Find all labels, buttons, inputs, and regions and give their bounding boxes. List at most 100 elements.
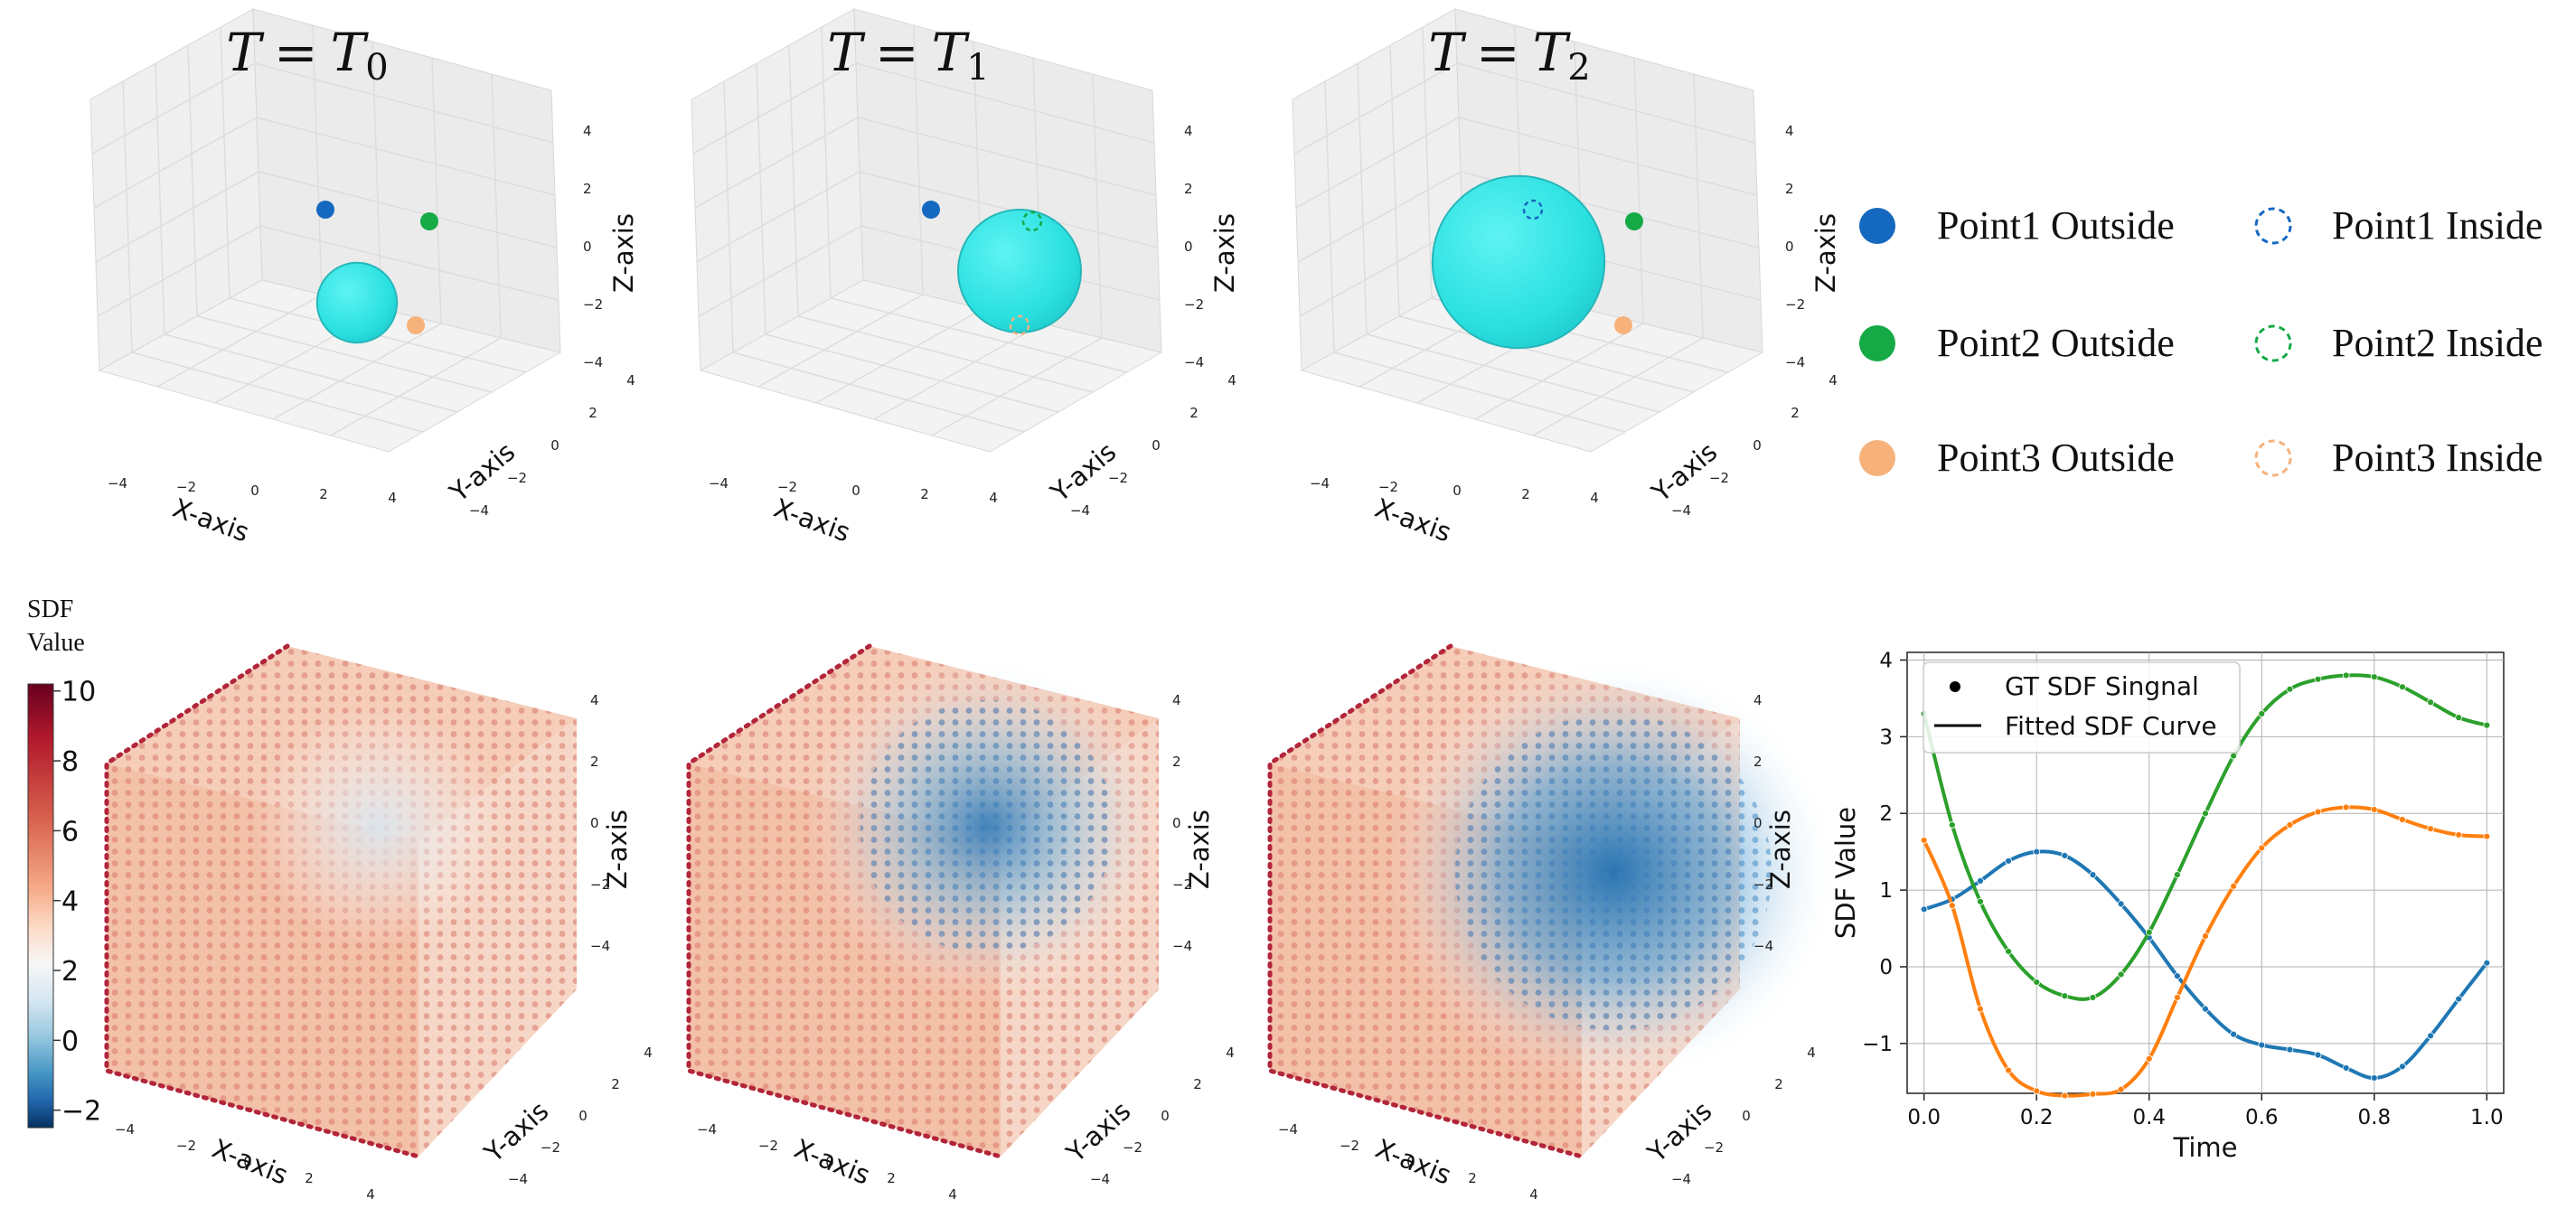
z-axis-label: Z-axis	[602, 810, 633, 889]
chart-y-label: SDF Value	[1830, 807, 1861, 939]
series-point	[2202, 810, 2209, 818]
y-tick-label: −1	[1862, 1033, 1893, 1056]
y-tick-label: 4	[1879, 649, 1893, 672]
series-point	[2370, 673, 2378, 681]
series-point	[2483, 959, 2491, 967]
y-tick-label: 0	[1152, 437, 1161, 454]
x-tick-label: 0	[825, 1154, 834, 1170]
series-point	[2427, 825, 2434, 833]
y-tick-label: 2	[1879, 802, 1893, 826]
y-tick-label: −2	[541, 1139, 560, 1156]
x-tick-label: 0.0	[1907, 1106, 1941, 1129]
grid-line	[1458, 117, 1758, 196]
title-sub: 0	[365, 47, 388, 89]
series-point	[2117, 970, 2125, 979]
series-point	[2061, 1092, 2069, 1100]
y-tick-label: 2	[1193, 1076, 1202, 1092]
grid-line	[1633, 57, 1644, 324]
z-tick-label: 0	[583, 239, 592, 255]
series-point	[2033, 848, 2041, 856]
series-point	[2399, 1063, 2406, 1071]
grid-line	[272, 323, 442, 420]
point1-inside-marker	[1522, 199, 1544, 220]
legend-label-inside-2: Point2 Inside	[2332, 321, 2543, 365]
point3-inside-marker	[1009, 314, 1030, 336]
y-tick-label: 4	[644, 1045, 653, 1061]
z-tick-label: 4	[1753, 692, 1763, 708]
grid-line	[765, 333, 1059, 413]
x-tick-label: 1.0	[2470, 1106, 2504, 1129]
legend-marker-outside-1	[1859, 208, 1895, 244]
z-tick-label: 2	[1753, 754, 1763, 770]
z-tick-label: 4	[1172, 692, 1181, 708]
series-point	[2117, 900, 2125, 908]
x-tick-label: 4	[948, 1186, 957, 1203]
grid-line	[857, 117, 1157, 196]
grid-line	[1324, 80, 1335, 353]
z-tick-label: 0	[1172, 815, 1181, 831]
grid-line	[1366, 333, 1660, 413]
y-tick-label: 4	[1226, 1045, 1235, 1061]
point2-inside-marker	[1021, 211, 1043, 232]
y-tick-label: 0	[1742, 1108, 1751, 1124]
series-point	[2286, 1045, 2294, 1054]
y-tick-label: −2	[1709, 470, 1729, 486]
colorbar-tick-label: 4	[61, 886, 79, 918]
x-tick-label: −4	[709, 475, 729, 492]
legend-label-outside-3: Point3 Outside	[1937, 436, 2175, 480]
grid-line	[788, 44, 799, 317]
grid-line	[93, 117, 258, 209]
series-point	[2258, 1041, 2266, 1049]
z-tick-label: −2	[1172, 876, 1192, 893]
x-axis-label: X-axis	[1371, 1133, 1455, 1191]
panel-3d-top-0: −4 −2 0 2 4−4−2024420−2−4X-axisY-axisZ-axisT…	[89, 8, 639, 548]
y-tick-label: 4	[1807, 1045, 1816, 1061]
grid-line	[254, 62, 554, 144]
z-axis-label: Z-axis	[1184, 810, 1215, 889]
series-point	[2399, 683, 2406, 691]
x-tick-label: −4	[697, 1121, 717, 1138]
series-point	[2342, 803, 2350, 811]
x-tick-label: 0.2	[2020, 1106, 2054, 1129]
legend-marker-inside-3	[2254, 439, 2292, 477]
grid-line	[259, 225, 559, 301]
series-point	[1977, 1005, 1984, 1013]
series-point	[2342, 671, 2350, 679]
sdf-negative-dots	[860, 700, 1114, 953]
x-tick-label: −4	[108, 475, 127, 492]
grid-line	[815, 308, 983, 404]
x-tick-label: −4	[115, 1121, 135, 1138]
z-axis-label: Z-axis	[608, 213, 639, 293]
panel-sdf-2: −4 −4 4 −2 −2 2 0 0 0 2 2 −2 4 4 −4 X-axis Y-axis Z-axis	[1267, 643, 1839, 1203]
z-tick-label: −4	[1753, 938, 1773, 954]
grid-line	[859, 171, 1159, 248]
colorbar-title-line2: Value	[27, 629, 85, 657]
grid-line	[1333, 351, 1626, 433]
cube-edge	[1267, 643, 1584, 1159]
grid-line	[830, 297, 1128, 373]
title-lhs: T	[827, 22, 866, 83]
grid-line	[97, 225, 261, 317]
grid-line	[1092, 73, 1103, 339]
x-tick-label: −4	[1310, 475, 1330, 492]
z-tick-label: −2	[1785, 296, 1805, 313]
point3-outside-marker	[1614, 316, 1632, 334]
y-axis-label: Y-axis	[1641, 1095, 1717, 1168]
series-point	[2399, 816, 2406, 823]
grid-line	[756, 62, 766, 335]
y-axis-label: Y-axis	[477, 1095, 554, 1168]
series-point	[2033, 979, 2041, 986]
grid-line	[723, 80, 734, 353]
colorbar-tick-label: 10	[61, 677, 96, 708]
grid-line	[122, 80, 133, 353]
grid-line	[1389, 44, 1400, 317]
x-tick-label: 0	[250, 483, 259, 499]
x-tick-label: −2	[758, 1138, 778, 1154]
y-tick-label: 0	[550, 437, 559, 454]
y-tick-label: 0	[578, 1108, 588, 1124]
series-point	[2145, 1054, 2153, 1063]
series-point	[2427, 698, 2434, 707]
grid-line	[855, 62, 1155, 144]
legend-label-inside-1: Point1 Inside	[2332, 203, 2543, 248]
title-eq: =	[875, 22, 919, 83]
